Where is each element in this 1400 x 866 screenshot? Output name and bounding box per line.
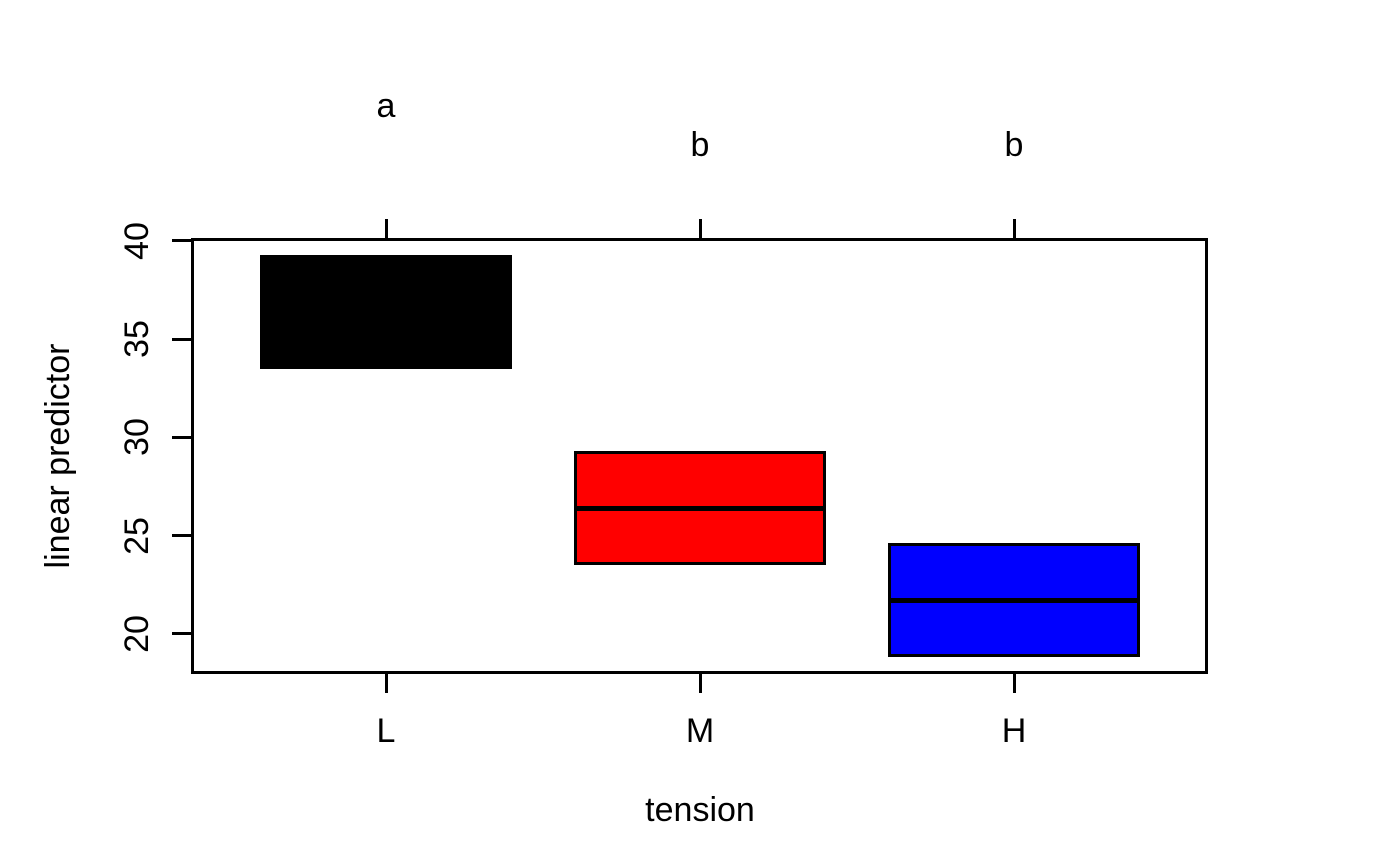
top-axis-tick: [384, 219, 388, 239]
top-axis-tick: [698, 219, 702, 239]
y-tick-label: 40: [118, 222, 156, 260]
y-tick-label: 35: [118, 320, 156, 359]
x-tick-label: L: [376, 712, 396, 750]
top-axis-tick: [1012, 219, 1016, 239]
y-axis-tick: [172, 632, 192, 636]
median-line-H: [891, 597, 1137, 603]
y-tick-label: 25: [118, 516, 156, 555]
y-tick-label: 30: [118, 418, 156, 457]
y-tick-label: 20: [118, 614, 156, 653]
x-axis-tick: [384, 673, 388, 693]
y-axis-tick: [172, 239, 192, 243]
x-tick-label: M: [685, 712, 715, 750]
y-axis-tick: [172, 337, 192, 341]
cld-letter-L: a: [376, 87, 396, 125]
x-axis-title: tension: [645, 791, 755, 829]
median-line-L: [263, 309, 509, 315]
y-axis-tick: [172, 534, 192, 538]
x-tick-label: H: [1001, 712, 1027, 750]
cld-letter-M: b: [690, 126, 710, 164]
x-axis-tick: [698, 673, 702, 693]
y-axis-tick: [172, 435, 192, 439]
median-line-M: [577, 505, 823, 511]
x-axis-tick: [1012, 673, 1016, 693]
cld-letter-H: b: [1004, 126, 1024, 164]
y-axis-title: linear predictor: [39, 343, 77, 569]
